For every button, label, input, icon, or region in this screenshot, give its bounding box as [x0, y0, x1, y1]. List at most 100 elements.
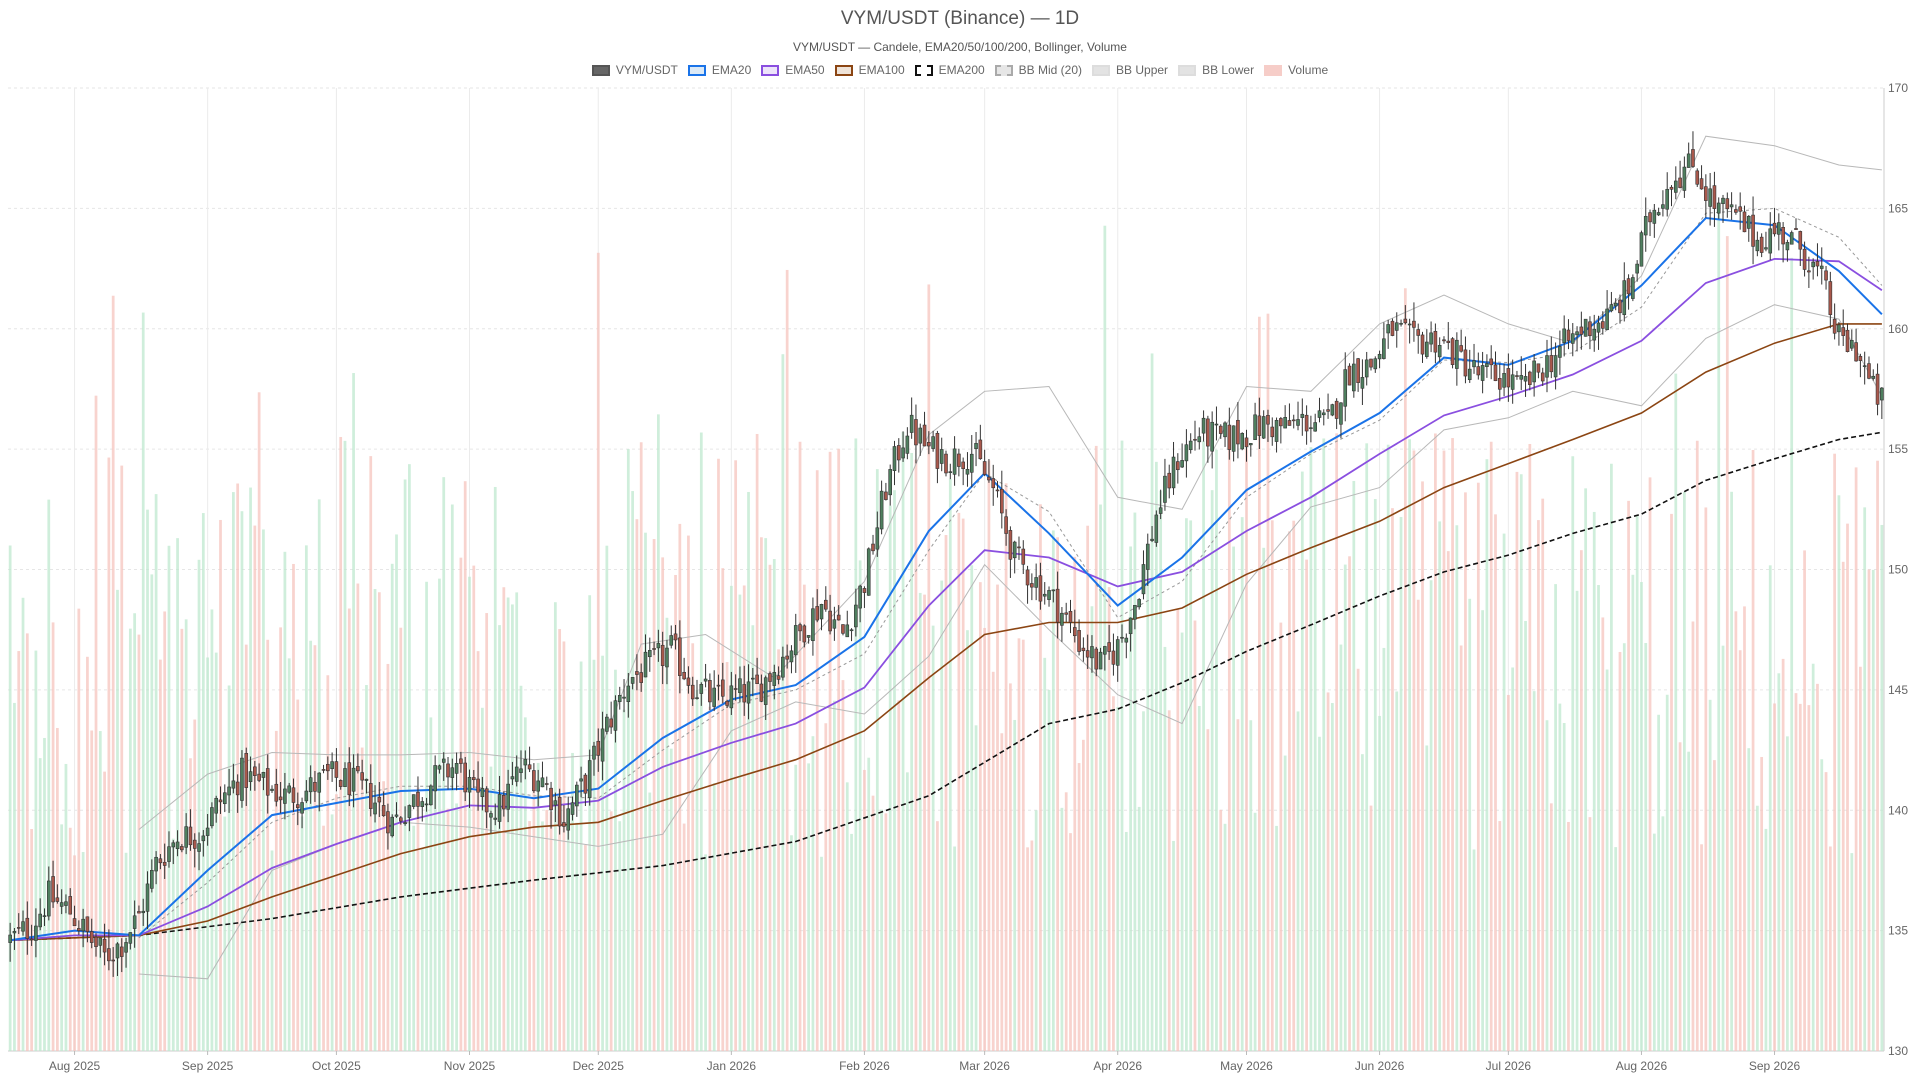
candle	[1755, 231, 1760, 257]
legend-label: EMA200	[938, 63, 985, 77]
volume-bar	[86, 656, 89, 1051]
candle	[390, 814, 395, 838]
candle	[1347, 363, 1352, 386]
candle-body	[1025, 569, 1030, 586]
legend-item[interactable]: EMA100	[834, 63, 905, 77]
candle	[1583, 318, 1588, 337]
candle-body	[497, 794, 502, 822]
candle	[1523, 363, 1528, 397]
volume-bar	[1073, 556, 1077, 1051]
candle	[1459, 329, 1463, 353]
candle-body	[1047, 590, 1051, 600]
candle	[257, 763, 261, 783]
candle-body	[1420, 334, 1425, 355]
candle	[1103, 645, 1107, 671]
candle	[1811, 258, 1815, 280]
legend-item[interactable]: VYM/USDT	[591, 63, 678, 77]
volume-bar	[910, 452, 914, 1051]
candle	[1042, 582, 1047, 605]
candle-body	[1390, 320, 1395, 336]
candle	[1626, 274, 1631, 310]
candle	[1536, 363, 1541, 379]
volume-bar	[961, 518, 965, 1051]
candle	[1184, 429, 1189, 478]
volume-bar	[1386, 444, 1390, 1051]
volume-bar	[34, 650, 38, 1051]
volume-bar	[820, 856, 823, 1051]
volume-bar	[1391, 508, 1394, 1051]
volume-bar	[1043, 657, 1047, 1051]
candle-body	[446, 763, 450, 778]
candle	[1656, 207, 1661, 217]
candle-body	[806, 635, 811, 638]
candle	[789, 645, 794, 674]
volume-bar	[1708, 699, 1712, 1051]
candle-body	[1060, 612, 1064, 626]
legend-item[interactable]: BB Upper	[1092, 63, 1168, 77]
candle-body	[1875, 373, 1880, 405]
candle	[394, 802, 399, 818]
volume-bar	[974, 725, 978, 1051]
candle-body	[188, 826, 193, 846]
candle-body	[1038, 575, 1043, 602]
legend-item[interactable]: EMA20	[687, 63, 751, 77]
candle-body	[1008, 530, 1013, 560]
volume-bar	[1185, 518, 1188, 1051]
candle-body	[1635, 263, 1639, 274]
candle	[81, 908, 85, 948]
candle-body	[1798, 231, 1803, 250]
x-tick-label: Oct 2025	[312, 1059, 361, 1073]
volume-bar	[1781, 658, 1785, 1051]
legend-item[interactable]: Volume	[1264, 63, 1328, 77]
candle-body	[686, 677, 691, 686]
volume-bar	[729, 585, 733, 1051]
candle-body	[274, 783, 279, 802]
volume-bar	[1489, 441, 1493, 1051]
candle	[1098, 647, 1103, 670]
volume-bar	[1498, 821, 1502, 1051]
candle	[931, 430, 935, 452]
volume-bar	[983, 627, 987, 1051]
candle	[901, 431, 905, 462]
candle-body	[1566, 329, 1571, 341]
volume-bar	[747, 491, 750, 1051]
candle	[669, 625, 674, 649]
volume-bar	[1502, 533, 1506, 1051]
candle-body	[1085, 650, 1090, 658]
volume-bar	[948, 478, 952, 1051]
candle	[772, 664, 777, 700]
candle-body	[1523, 376, 1528, 382]
volume-bar	[1094, 445, 1098, 1051]
candle-body	[1369, 358, 1373, 368]
volume-bar	[347, 608, 351, 1051]
legend-item[interactable]: EMA50	[761, 63, 825, 77]
volume-bar	[772, 559, 776, 1051]
candle	[725, 699, 729, 709]
ema50-line	[10, 257, 1883, 942]
candle-body	[1257, 415, 1262, 436]
volume-bar	[1103, 225, 1107, 1051]
candle-body	[38, 913, 42, 928]
volume-bar	[68, 827, 72, 1051]
candle	[1107, 624, 1111, 660]
legend-item[interactable]: BB Mid (20)	[994, 63, 1082, 77]
candle-body	[896, 445, 901, 461]
candle-body	[1163, 475, 1167, 503]
candle	[1815, 243, 1820, 277]
candle	[811, 597, 815, 656]
volume-bar	[116, 589, 119, 1051]
candle	[119, 938, 124, 973]
candle-body	[1867, 363, 1871, 379]
legend-item[interactable]: EMA200	[914, 63, 985, 77]
volume-bar	[519, 685, 523, 1051]
volume-bar	[1816, 683, 1819, 1051]
volume-bar	[1146, 562, 1150, 1051]
candle	[16, 913, 21, 934]
candle	[1609, 291, 1614, 313]
candle-body	[1218, 425, 1223, 434]
candle-body	[1618, 299, 1622, 314]
candle-body	[957, 453, 961, 467]
volume-bar	[1725, 236, 1729, 1052]
candle	[1661, 190, 1665, 217]
legend-item[interactable]: BB Lower	[1178, 63, 1254, 77]
